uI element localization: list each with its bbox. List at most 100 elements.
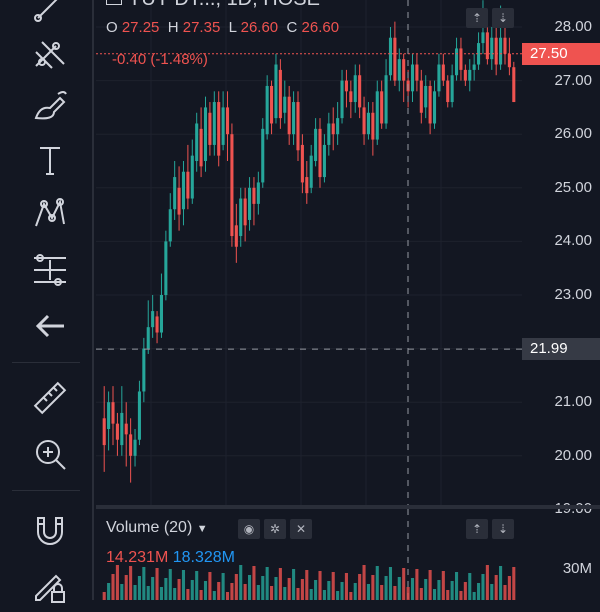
volume-bar [384, 576, 388, 600]
candle-body [499, 37, 503, 65]
candle-body [287, 96, 291, 135]
volume-bar [107, 583, 111, 600]
volume-bar [137, 576, 141, 600]
volume-bar [503, 585, 507, 600]
open-label: O [106, 19, 118, 36]
candle-body [292, 102, 296, 135]
volume-bar [173, 588, 177, 600]
volume-bar [300, 579, 304, 600]
pitchfork-tool-icon[interactable] [24, 26, 76, 78]
volume-bar [199, 590, 203, 600]
volume-bar [195, 571, 199, 600]
volume-bar [164, 578, 168, 600]
price-axis-tick: 25.00 [554, 178, 592, 196]
candle-body [278, 69, 282, 119]
candle-body [459, 48, 463, 70]
move-down-icon[interactable]: ⇣ [492, 8, 514, 28]
volume-value-1: 14.231M [106, 549, 169, 566]
volume-bar [146, 586, 150, 600]
collapse-icon[interactable] [106, 0, 122, 5]
candle-body [190, 155, 194, 199]
candle-body [455, 48, 459, 76]
volume-bar [446, 590, 450, 600]
volume-bar [393, 586, 397, 600]
candle-body [115, 423, 119, 440]
candle-body [225, 107, 230, 135]
volume-bar [455, 572, 459, 600]
volume-bar [485, 565, 489, 600]
chevron-down-icon[interactable]: ▼ [196, 523, 208, 535]
volume-bar [437, 580, 441, 600]
lock-drawing-icon[interactable] [24, 560, 76, 612]
volume-value-2: 18.328M [172, 549, 235, 566]
candle-body [199, 128, 203, 167]
volume-bar [481, 574, 485, 600]
volume-pane[interactable]: Volume (20) ▼ ◉ ✲ ✕ 14.231M 18.328M ⇡ ⇣ [96, 509, 522, 600]
trend-line-tool-icon[interactable] [24, 0, 76, 32]
back-arrow-icon[interactable] [24, 300, 76, 352]
candle-body [305, 177, 309, 194]
volume-bar [472, 592, 476, 600]
candle-body [450, 75, 454, 103]
price-axis-tick: 28.00 [554, 18, 592, 35]
close-value: 26.60 [301, 19, 340, 36]
volume-bar [133, 585, 137, 600]
candlestick-chart[interactable] [96, 0, 522, 505]
close-icon[interactable]: ✕ [290, 519, 312, 539]
volume-bar [463, 582, 467, 600]
volume-bar [283, 587, 287, 600]
text-tool-icon[interactable] [24, 134, 76, 186]
move-down-icon[interactable]: ⇣ [492, 519, 514, 539]
volume-axis-tick: 30M [562, 560, 592, 577]
candle-body [402, 59, 406, 81]
volume-bar [432, 589, 437, 600]
move-up-icon[interactable]: ⇡ [466, 519, 488, 539]
volume-bar [177, 579, 181, 600]
price-axis-tick: 24.00 [554, 232, 592, 250]
price-axis-tick: 20.00 [554, 446, 592, 464]
price-axis[interactable]: 28.00 27.00 26.00 25.00 24.00 23.00 21.00 20.00… [522, 0, 600, 517]
brush-tool-icon[interactable] [24, 80, 76, 132]
volume-bar [239, 565, 243, 600]
low-label: L [228, 19, 237, 36]
candle-body [375, 91, 379, 140]
volume-bar [248, 575, 252, 600]
ruler-icon[interactable] [24, 372, 76, 424]
candle-body [203, 107, 208, 161]
volume-bar [309, 589, 313, 600]
open-value: 27.25 [121, 19, 160, 36]
volume-bar [305, 570, 309, 600]
gear-icon[interactable]: ✲ [264, 519, 286, 539]
volume-bar [468, 573, 472, 600]
zoom-in-icon[interactable] [24, 428, 76, 480]
volume-legend[interactable]: Volume (20) ▼ [106, 519, 208, 537]
volume-bar [151, 577, 155, 600]
high-value: 27.35 [182, 19, 221, 36]
volume-label: Volume [106, 519, 160, 536]
candle-body [428, 85, 432, 124]
pane-divider[interactable] [96, 505, 600, 509]
candle-body [248, 187, 252, 220]
candle-body [252, 187, 256, 204]
high-label: H [167, 19, 179, 36]
candle-body [111, 402, 115, 424]
candle-body [437, 64, 441, 92]
volume-bar [494, 575, 498, 600]
volume-bar [225, 592, 230, 600]
candle-body [283, 96, 287, 113]
volume-bar [388, 567, 393, 600]
candle-body [137, 391, 141, 440]
volume-bar [353, 583, 357, 600]
price-axis-tick: 23.00 [554, 286, 592, 303]
magnet-icon[interactable] [24, 504, 76, 556]
measure-tool-icon[interactable] [24, 244, 76, 296]
candle-body [388, 37, 393, 76]
candle-body [129, 434, 133, 456]
candle-body [340, 80, 344, 119]
price-chart[interactable]: YUY DT..., 1D, HOSE O 27.25 H 27.35 L 26… [96, 0, 522, 505]
candle-body [243, 198, 247, 226]
pattern-tool-icon[interactable] [24, 188, 76, 240]
eye-icon[interactable]: ◉ [238, 519, 260, 539]
symbol-title[interactable]: YUY DT..., 1D, HOSE [106, 0, 320, 11]
move-up-icon[interactable]: ⇡ [466, 8, 488, 28]
